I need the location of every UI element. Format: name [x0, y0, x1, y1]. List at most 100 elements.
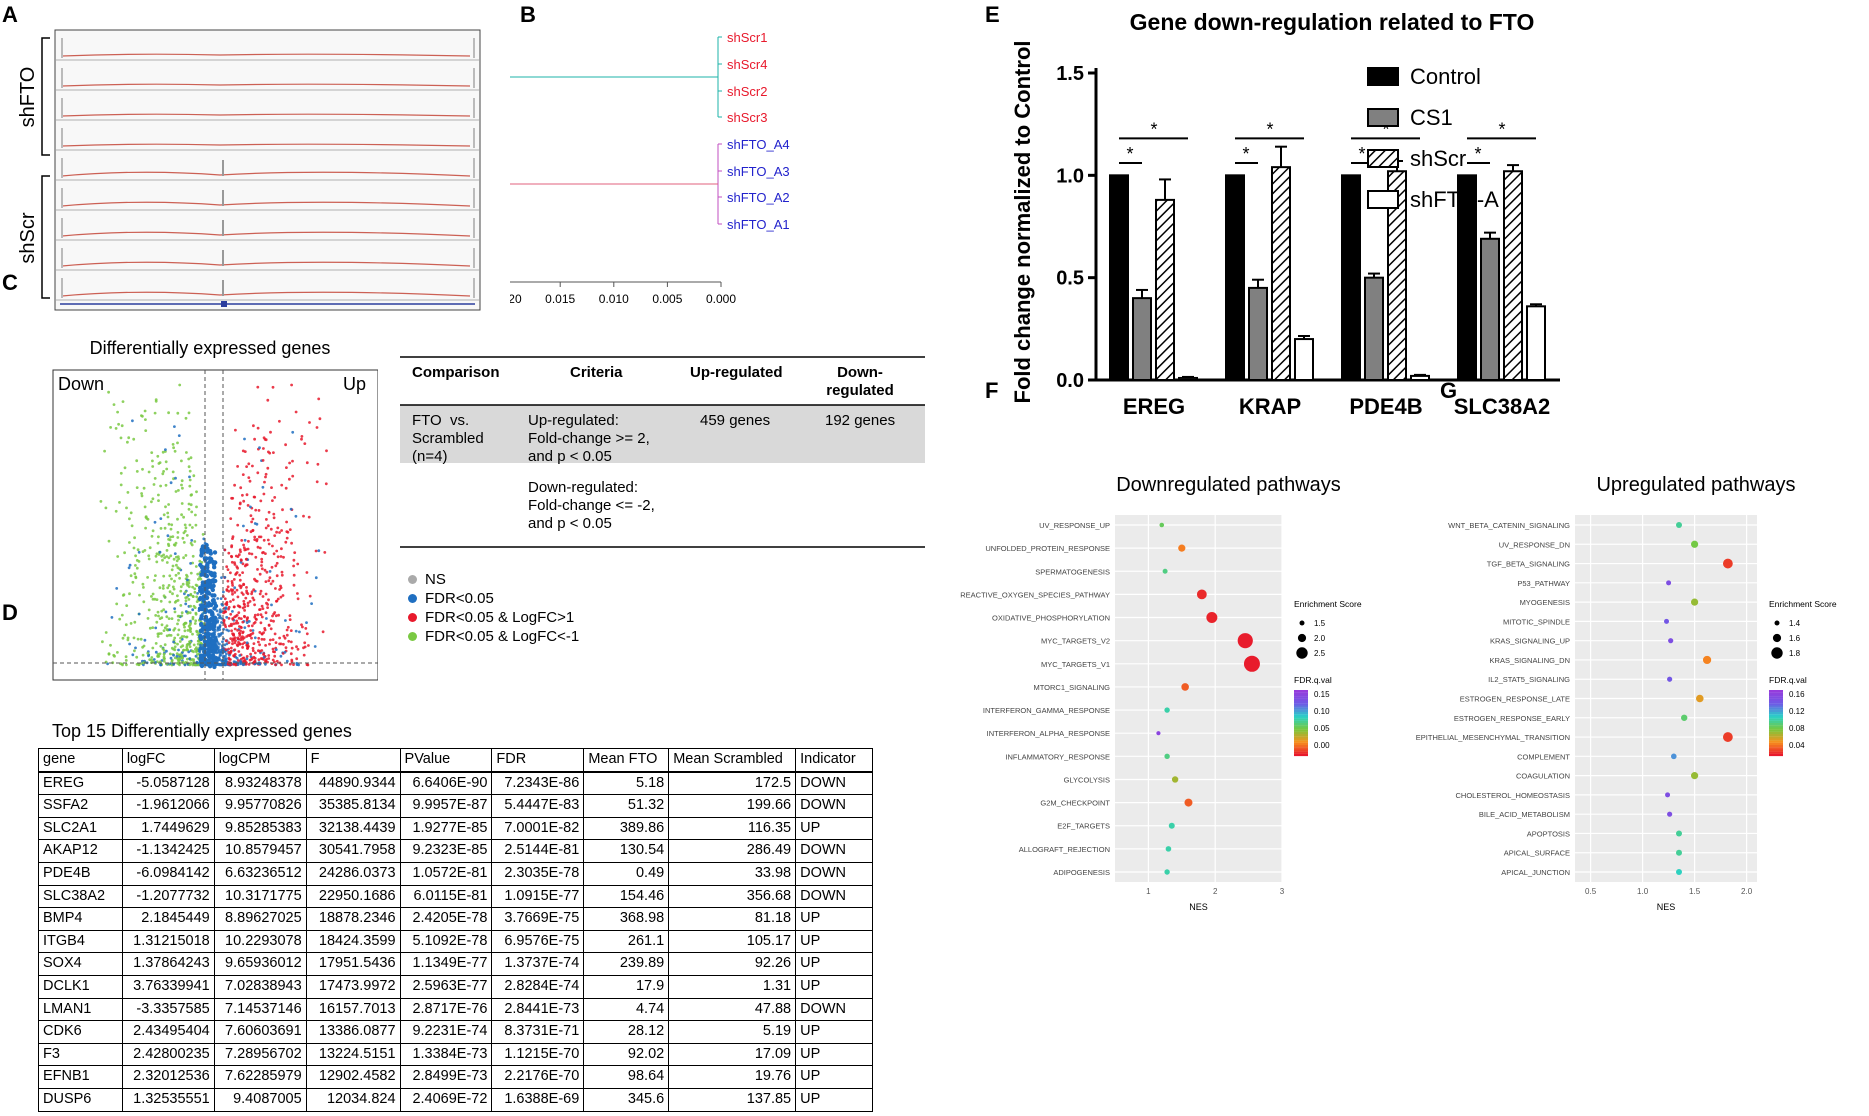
volcano-point — [291, 474, 295, 478]
volcano-point — [240, 626, 243, 629]
dotplot-point — [1156, 731, 1161, 736]
size-legend-label: 1.4 — [1789, 619, 1801, 628]
volcano-point — [295, 661, 299, 665]
volcano-point — [164, 460, 168, 464]
volcano-point — [275, 659, 279, 663]
volcano-point — [159, 599, 163, 603]
volcano-point — [241, 631, 245, 635]
volcano-point — [279, 595, 283, 599]
volcano-point — [177, 434, 181, 437]
volcano-point — [227, 589, 231, 593]
volcano-point — [171, 535, 175, 538]
deg-table-cell: 98.64 — [583, 1065, 670, 1089]
deg-table-cell: -1.1342425 — [121, 839, 215, 863]
volcano-point — [188, 640, 192, 643]
significance-star: * — [1150, 119, 1157, 139]
volcano-point — [166, 515, 170, 519]
volcano-point — [103, 449, 106, 453]
track-arc — [61, 53, 471, 57]
volcano-point — [265, 570, 269, 574]
volcano-point — [174, 490, 178, 493]
volcano-point — [133, 536, 136, 540]
volcano-point — [241, 562, 245, 566]
volcano-point — [239, 629, 242, 633]
volcano-point — [189, 541, 193, 545]
deg-table-cell: 5.18 — [583, 771, 670, 796]
volcano-point — [290, 383, 293, 387]
color-legend-bar-segment — [1769, 694, 1783, 697]
volcano-point — [193, 622, 197, 625]
deg-table-header-cell: logFC — [121, 747, 215, 773]
deg-table-cell: 10.2293078 — [213, 929, 307, 954]
volcano-point — [170, 568, 174, 572]
volcano-point — [303, 442, 307, 445]
dotplot-x-label: NES — [1657, 902, 1676, 910]
comparison-cell-criteria-up: Up-regulated: Fold-change >= 2, and p < … — [528, 412, 650, 465]
volcano-point — [288, 477, 291, 481]
volcano-point — [272, 512, 276, 516]
volcano-point — [241, 663, 245, 667]
volcano-point — [267, 579, 271, 583]
deg-table-cell: 1.0572E-81 — [399, 861, 493, 886]
volcano-point — [306, 663, 310, 667]
dotplot-pathway-label: MYC_TARGETS_V1 — [1041, 660, 1110, 669]
volcano-point — [231, 617, 235, 621]
volcano-point — [245, 635, 249, 638]
dendrogram-leaf-label: shFTO_A3 — [727, 164, 790, 179]
volcano-point — [262, 652, 266, 655]
volcano-point — [193, 606, 197, 609]
volcano-point — [266, 466, 270, 470]
volcano-point — [187, 465, 191, 469]
volcano-point — [269, 582, 273, 586]
volcano-point — [107, 390, 110, 394]
volcano-point — [151, 465, 155, 468]
volcano-point — [178, 383, 182, 387]
deg-table-cell: 9.2231E-74 — [399, 1020, 493, 1044]
volcano-point — [114, 509, 118, 513]
volcano-point — [263, 480, 266, 484]
volcano-point — [259, 613, 263, 616]
volcano-point — [133, 572, 137, 576]
volcano-point — [252, 588, 256, 592]
volcano-point — [249, 652, 253, 656]
volcano-point — [135, 470, 139, 473]
volcano-point — [169, 535, 173, 539]
volcano-point — [208, 602, 214, 608]
volcano-point — [282, 642, 285, 646]
track-arc — [61, 231, 471, 237]
color-legend-label: 0.04 — [1789, 741, 1805, 750]
size-legend-dot — [1296, 647, 1308, 659]
volcano-point — [236, 595, 240, 599]
volcano-point — [167, 542, 170, 546]
volcano-point — [203, 616, 209, 621]
dotplot-pathway-label: ESTROGEN_RESPONSE_LATE — [1460, 695, 1570, 704]
volcano-point — [190, 493, 194, 497]
volcano-point — [219, 597, 223, 600]
volcano-point — [258, 631, 262, 634]
color-legend-bar-segment — [1769, 729, 1783, 732]
volcano-point — [292, 583, 296, 587]
volcano-point — [196, 661, 199, 665]
volcano-up-label: Up — [343, 374, 367, 394]
deg-table-cell: 2.8717E-76 — [399, 997, 493, 1022]
volcano-point — [189, 571, 193, 575]
dotplot-point — [1184, 798, 1193, 807]
volcano-point — [241, 449, 245, 453]
volcano-point — [180, 513, 184, 517]
deg-table-cell: 2.8284E-74 — [491, 974, 585, 999]
volcano-point — [110, 616, 114, 619]
volcano-point — [213, 636, 218, 641]
volcano-point — [137, 612, 141, 616]
volcano-point — [128, 563, 132, 567]
volcano-point — [178, 640, 182, 643]
volcano-point — [227, 656, 231, 660]
volcano-point — [210, 593, 215, 598]
dotplot-point — [1666, 580, 1672, 586]
volcano-point — [126, 638, 130, 642]
color-legend-label: 0.12 — [1789, 707, 1805, 716]
volcano-point — [292, 573, 296, 577]
volcano-point — [223, 659, 226, 663]
dotplot-pathway-label: INTERFERON_GAMMA_RESPONSE — [983, 706, 1110, 715]
volcano-point — [195, 505, 198, 509]
deg-table-cell: 199.66 — [668, 794, 797, 818]
